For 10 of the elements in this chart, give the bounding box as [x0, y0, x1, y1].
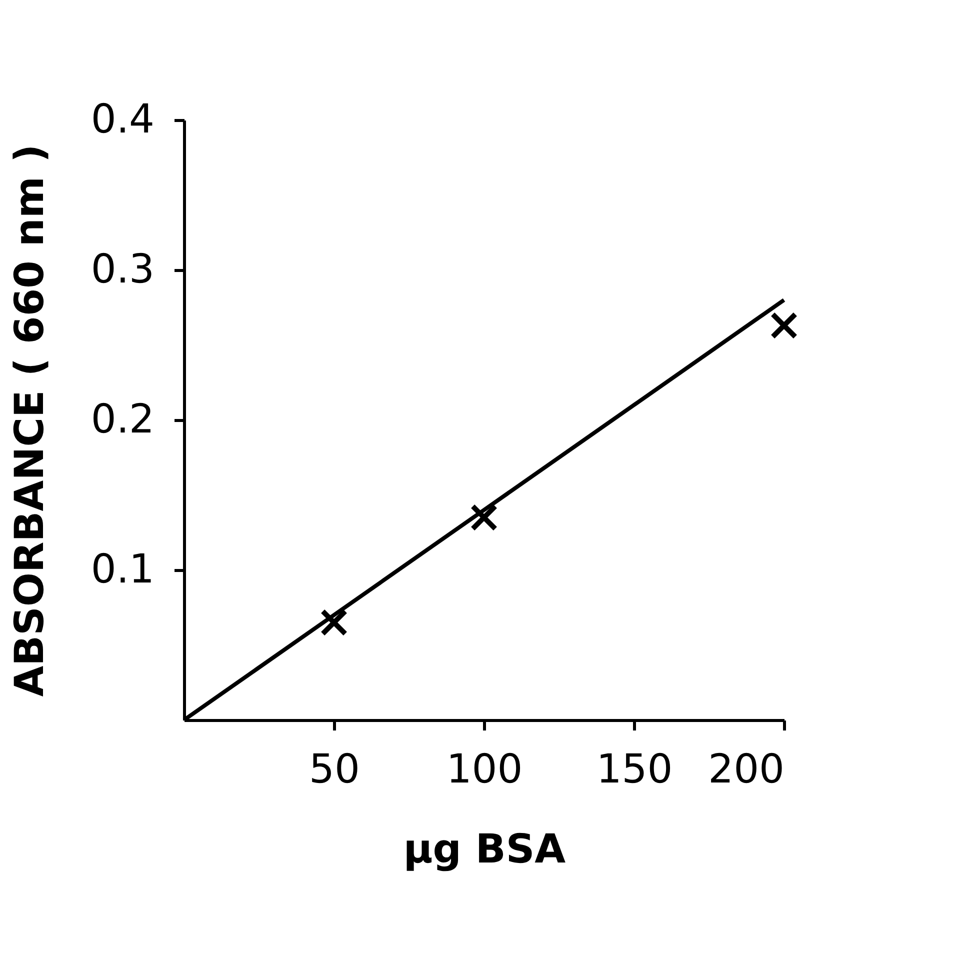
- x-tick-label: 50: [309, 746, 360, 792]
- y-tick-label: 0.3: [90, 246, 154, 292]
- x-tick-label: 100: [446, 746, 523, 792]
- y-tick-label: 0.1: [90, 546, 154, 592]
- y-axis-title: ABSORBANCE ( 660 nm ): [6, 144, 53, 697]
- x-axis-title: μg BSA: [403, 826, 566, 872]
- x-tick-label: 200: [708, 746, 784, 792]
- y-tick-label: 0.2: [90, 396, 154, 442]
- x-tick-label: 150: [596, 746, 673, 792]
- y-tick-label: 0.4: [90, 96, 154, 142]
